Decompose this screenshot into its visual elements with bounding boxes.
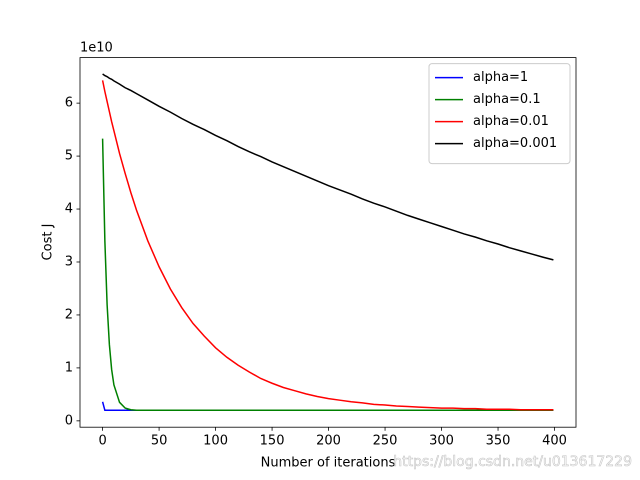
- y-tick-label: 1: [65, 360, 73, 375]
- y-tick-label: 3: [65, 254, 73, 269]
- y-axis-label: Cost J: [41, 224, 56, 261]
- x-tick-label: 400: [542, 434, 567, 449]
- y-tick-label: 5: [65, 149, 73, 164]
- x-tick-label: 100: [203, 434, 228, 449]
- y-tick-label: 0: [65, 413, 73, 428]
- x-tick-label: 0: [98, 434, 106, 449]
- legend-label: alpha=1: [473, 70, 528, 85]
- legend-box: [428, 63, 571, 165]
- y-tick-label: 2: [65, 307, 73, 322]
- legend-label: alpha=0.001: [473, 136, 557, 151]
- y-tick-label: 6: [65, 96, 73, 111]
- series-line: [101, 138, 554, 412]
- y-offset-label: 1e10: [80, 41, 113, 56]
- x-axis-label: Number of iterations: [261, 456, 396, 471]
- x-tick-label: 350: [486, 434, 511, 449]
- x-tick-label: 50: [151, 434, 168, 449]
- x-tick-label: 250: [373, 434, 398, 449]
- plot-frame: [79, 57, 577, 428]
- legend-label: alpha=0.1: [473, 92, 541, 107]
- legend-label: alpha=0.01: [473, 114, 549, 129]
- y-tick-label: 4: [65, 202, 73, 217]
- legend: alpha=1 alpha=0.1 alpha=0.01 alpha=0.001: [428, 63, 571, 165]
- series-line: [101, 80, 554, 411]
- x-tick-label: 300: [429, 434, 454, 449]
- x-tick-label: 200: [316, 434, 341, 449]
- series-line: [102, 73, 554, 261]
- watermark: https://blog.csdn.net/u013617229: [393, 454, 632, 470]
- x-tick-label: 150: [260, 434, 285, 449]
